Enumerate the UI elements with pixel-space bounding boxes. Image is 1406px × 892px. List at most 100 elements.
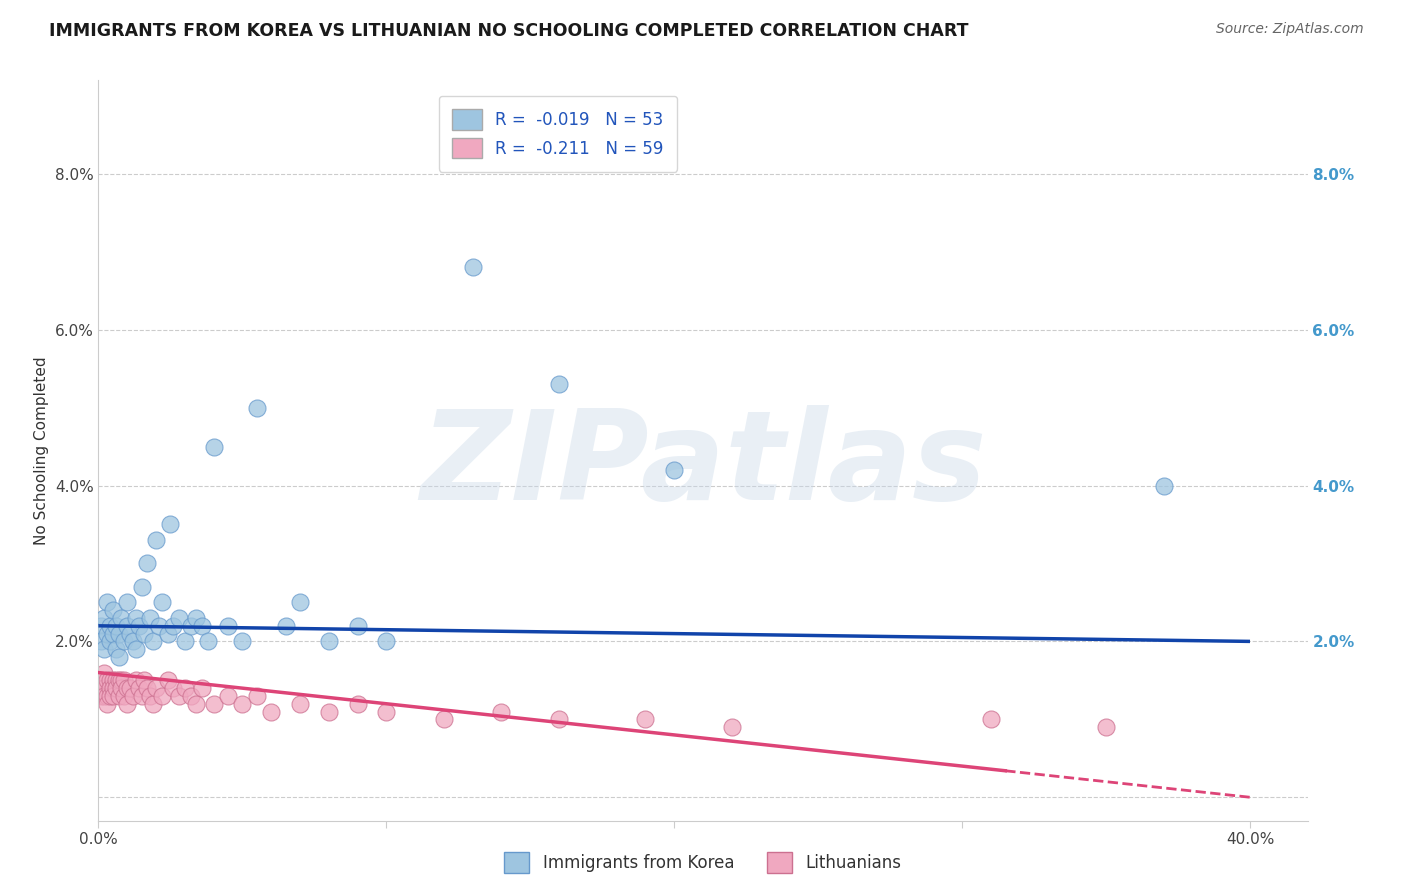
Point bbox=[148, 619, 170, 633]
Point bbox=[142, 697, 165, 711]
Point bbox=[217, 689, 239, 703]
Point bbox=[107, 650, 129, 665]
Point bbox=[96, 673, 118, 688]
Point bbox=[90, 634, 112, 648]
Point bbox=[107, 689, 129, 703]
Point bbox=[375, 705, 398, 719]
Y-axis label: No Schooling Completed: No Schooling Completed bbox=[34, 356, 49, 545]
Point bbox=[128, 619, 150, 633]
Point bbox=[131, 580, 153, 594]
Point bbox=[167, 611, 190, 625]
Point bbox=[93, 611, 115, 625]
Point bbox=[173, 681, 195, 695]
Point bbox=[90, 673, 112, 688]
Point bbox=[173, 634, 195, 648]
Point bbox=[134, 673, 156, 688]
Point bbox=[131, 689, 153, 703]
Point bbox=[162, 681, 184, 695]
Point bbox=[134, 626, 156, 640]
Point bbox=[101, 681, 124, 695]
Point bbox=[260, 705, 283, 719]
Point bbox=[274, 619, 297, 633]
Point bbox=[96, 697, 118, 711]
Point bbox=[231, 634, 253, 648]
Point bbox=[98, 689, 121, 703]
Point bbox=[120, 681, 142, 695]
Point bbox=[98, 634, 121, 648]
Point bbox=[122, 634, 145, 648]
Point bbox=[125, 673, 148, 688]
Point bbox=[98, 619, 121, 633]
Point bbox=[1153, 478, 1175, 492]
Text: ZIPatlas: ZIPatlas bbox=[420, 405, 986, 525]
Point bbox=[104, 681, 127, 695]
Point bbox=[1095, 720, 1118, 734]
Point bbox=[167, 689, 190, 703]
Point bbox=[93, 665, 115, 680]
Point bbox=[634, 712, 657, 726]
Point bbox=[101, 673, 124, 688]
Point bbox=[288, 697, 311, 711]
Point bbox=[110, 611, 132, 625]
Point bbox=[162, 619, 184, 633]
Point bbox=[112, 689, 135, 703]
Point bbox=[101, 626, 124, 640]
Point bbox=[90, 619, 112, 633]
Point bbox=[548, 377, 571, 392]
Point bbox=[664, 463, 686, 477]
Point bbox=[120, 626, 142, 640]
Point bbox=[98, 681, 121, 695]
Point bbox=[136, 681, 159, 695]
Point bbox=[104, 619, 127, 633]
Point bbox=[122, 689, 145, 703]
Point bbox=[288, 595, 311, 609]
Point bbox=[145, 533, 167, 547]
Point bbox=[346, 697, 368, 711]
Point bbox=[145, 681, 167, 695]
Point bbox=[96, 595, 118, 609]
Point bbox=[186, 611, 208, 625]
Point bbox=[136, 557, 159, 571]
Point bbox=[980, 712, 1002, 726]
Point bbox=[548, 712, 571, 726]
Point bbox=[150, 689, 173, 703]
Point bbox=[246, 689, 269, 703]
Point bbox=[156, 626, 179, 640]
Point bbox=[90, 681, 112, 695]
Point bbox=[110, 673, 132, 688]
Point bbox=[217, 619, 239, 633]
Point bbox=[433, 712, 456, 726]
Point bbox=[115, 619, 138, 633]
Point bbox=[107, 626, 129, 640]
Point bbox=[104, 673, 127, 688]
Point bbox=[318, 705, 340, 719]
Legend: R =  -0.019   N = 53, R =  -0.211   N = 59: R = -0.019 N = 53, R = -0.211 N = 59 bbox=[439, 96, 678, 171]
Point bbox=[110, 681, 132, 695]
Point bbox=[112, 634, 135, 648]
Point bbox=[101, 603, 124, 617]
Point bbox=[142, 634, 165, 648]
Point bbox=[156, 673, 179, 688]
Point bbox=[112, 673, 135, 688]
Point bbox=[115, 595, 138, 609]
Point bbox=[93, 642, 115, 657]
Point bbox=[231, 697, 253, 711]
Point bbox=[491, 705, 513, 719]
Point bbox=[139, 689, 162, 703]
Point bbox=[180, 619, 202, 633]
Point bbox=[159, 517, 181, 532]
Point bbox=[107, 673, 129, 688]
Text: Source: ZipAtlas.com: Source: ZipAtlas.com bbox=[1216, 22, 1364, 37]
Point bbox=[346, 619, 368, 633]
Point bbox=[180, 689, 202, 703]
Point bbox=[128, 681, 150, 695]
Point bbox=[197, 634, 219, 648]
Point bbox=[101, 689, 124, 703]
Point bbox=[720, 720, 742, 734]
Text: IMMIGRANTS FROM KOREA VS LITHUANIAN NO SCHOOLING COMPLETED CORRELATION CHART: IMMIGRANTS FROM KOREA VS LITHUANIAN NO S… bbox=[49, 22, 969, 40]
Point bbox=[139, 611, 162, 625]
Point bbox=[104, 642, 127, 657]
Point bbox=[90, 689, 112, 703]
Point bbox=[150, 595, 173, 609]
Point bbox=[96, 689, 118, 703]
